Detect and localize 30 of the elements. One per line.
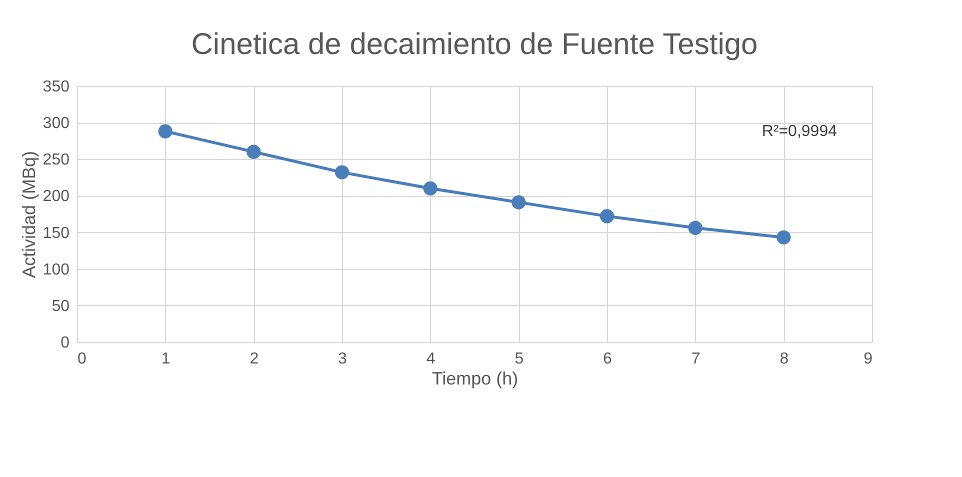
x-tick-label: 0: [78, 350, 86, 368]
y-tick-label: 50: [52, 298, 70, 315]
x-tick-label: 6: [603, 350, 612, 368]
point: [334, 165, 350, 180]
y-tick-label: 250: [42, 152, 70, 169]
x-tick-label: 5: [514, 350, 524, 368]
y-tick-label: 150: [42, 224, 70, 242]
y-tick-label: 350: [42, 78, 70, 96]
y-tick-label: 100: [42, 261, 70, 278]
point: [776, 230, 791, 244]
point: [158, 124, 172, 138]
chart-title: Cinetica de decaimiento de Fuente Testigo: [191, 28, 758, 61]
annotation: R²=0,9994: [762, 123, 838, 140]
y-tick-label: 300: [42, 115, 70, 132]
x-tick-label: 8: [780, 350, 789, 368]
y-tick-label: 200: [42, 188, 70, 206]
point: [512, 195, 526, 210]
x-tick-label: 4: [426, 350, 436, 368]
x-tick-label: 7: [691, 350, 700, 368]
x-tick-label: 9: [864, 350, 873, 368]
y-axis-title: Actividad (MBq): [18, 150, 39, 278]
point: [423, 181, 438, 196]
y-tick-label: 0: [60, 334, 70, 352]
point: [688, 220, 702, 235]
point: [600, 209, 614, 224]
x-tick-label: 3: [338, 350, 348, 368]
x-axis-title: Tiempo (h): [432, 368, 518, 388]
x-tick-label: 1: [161, 350, 170, 368]
x-tick-label: 2: [250, 350, 259, 368]
point: [246, 144, 261, 159]
